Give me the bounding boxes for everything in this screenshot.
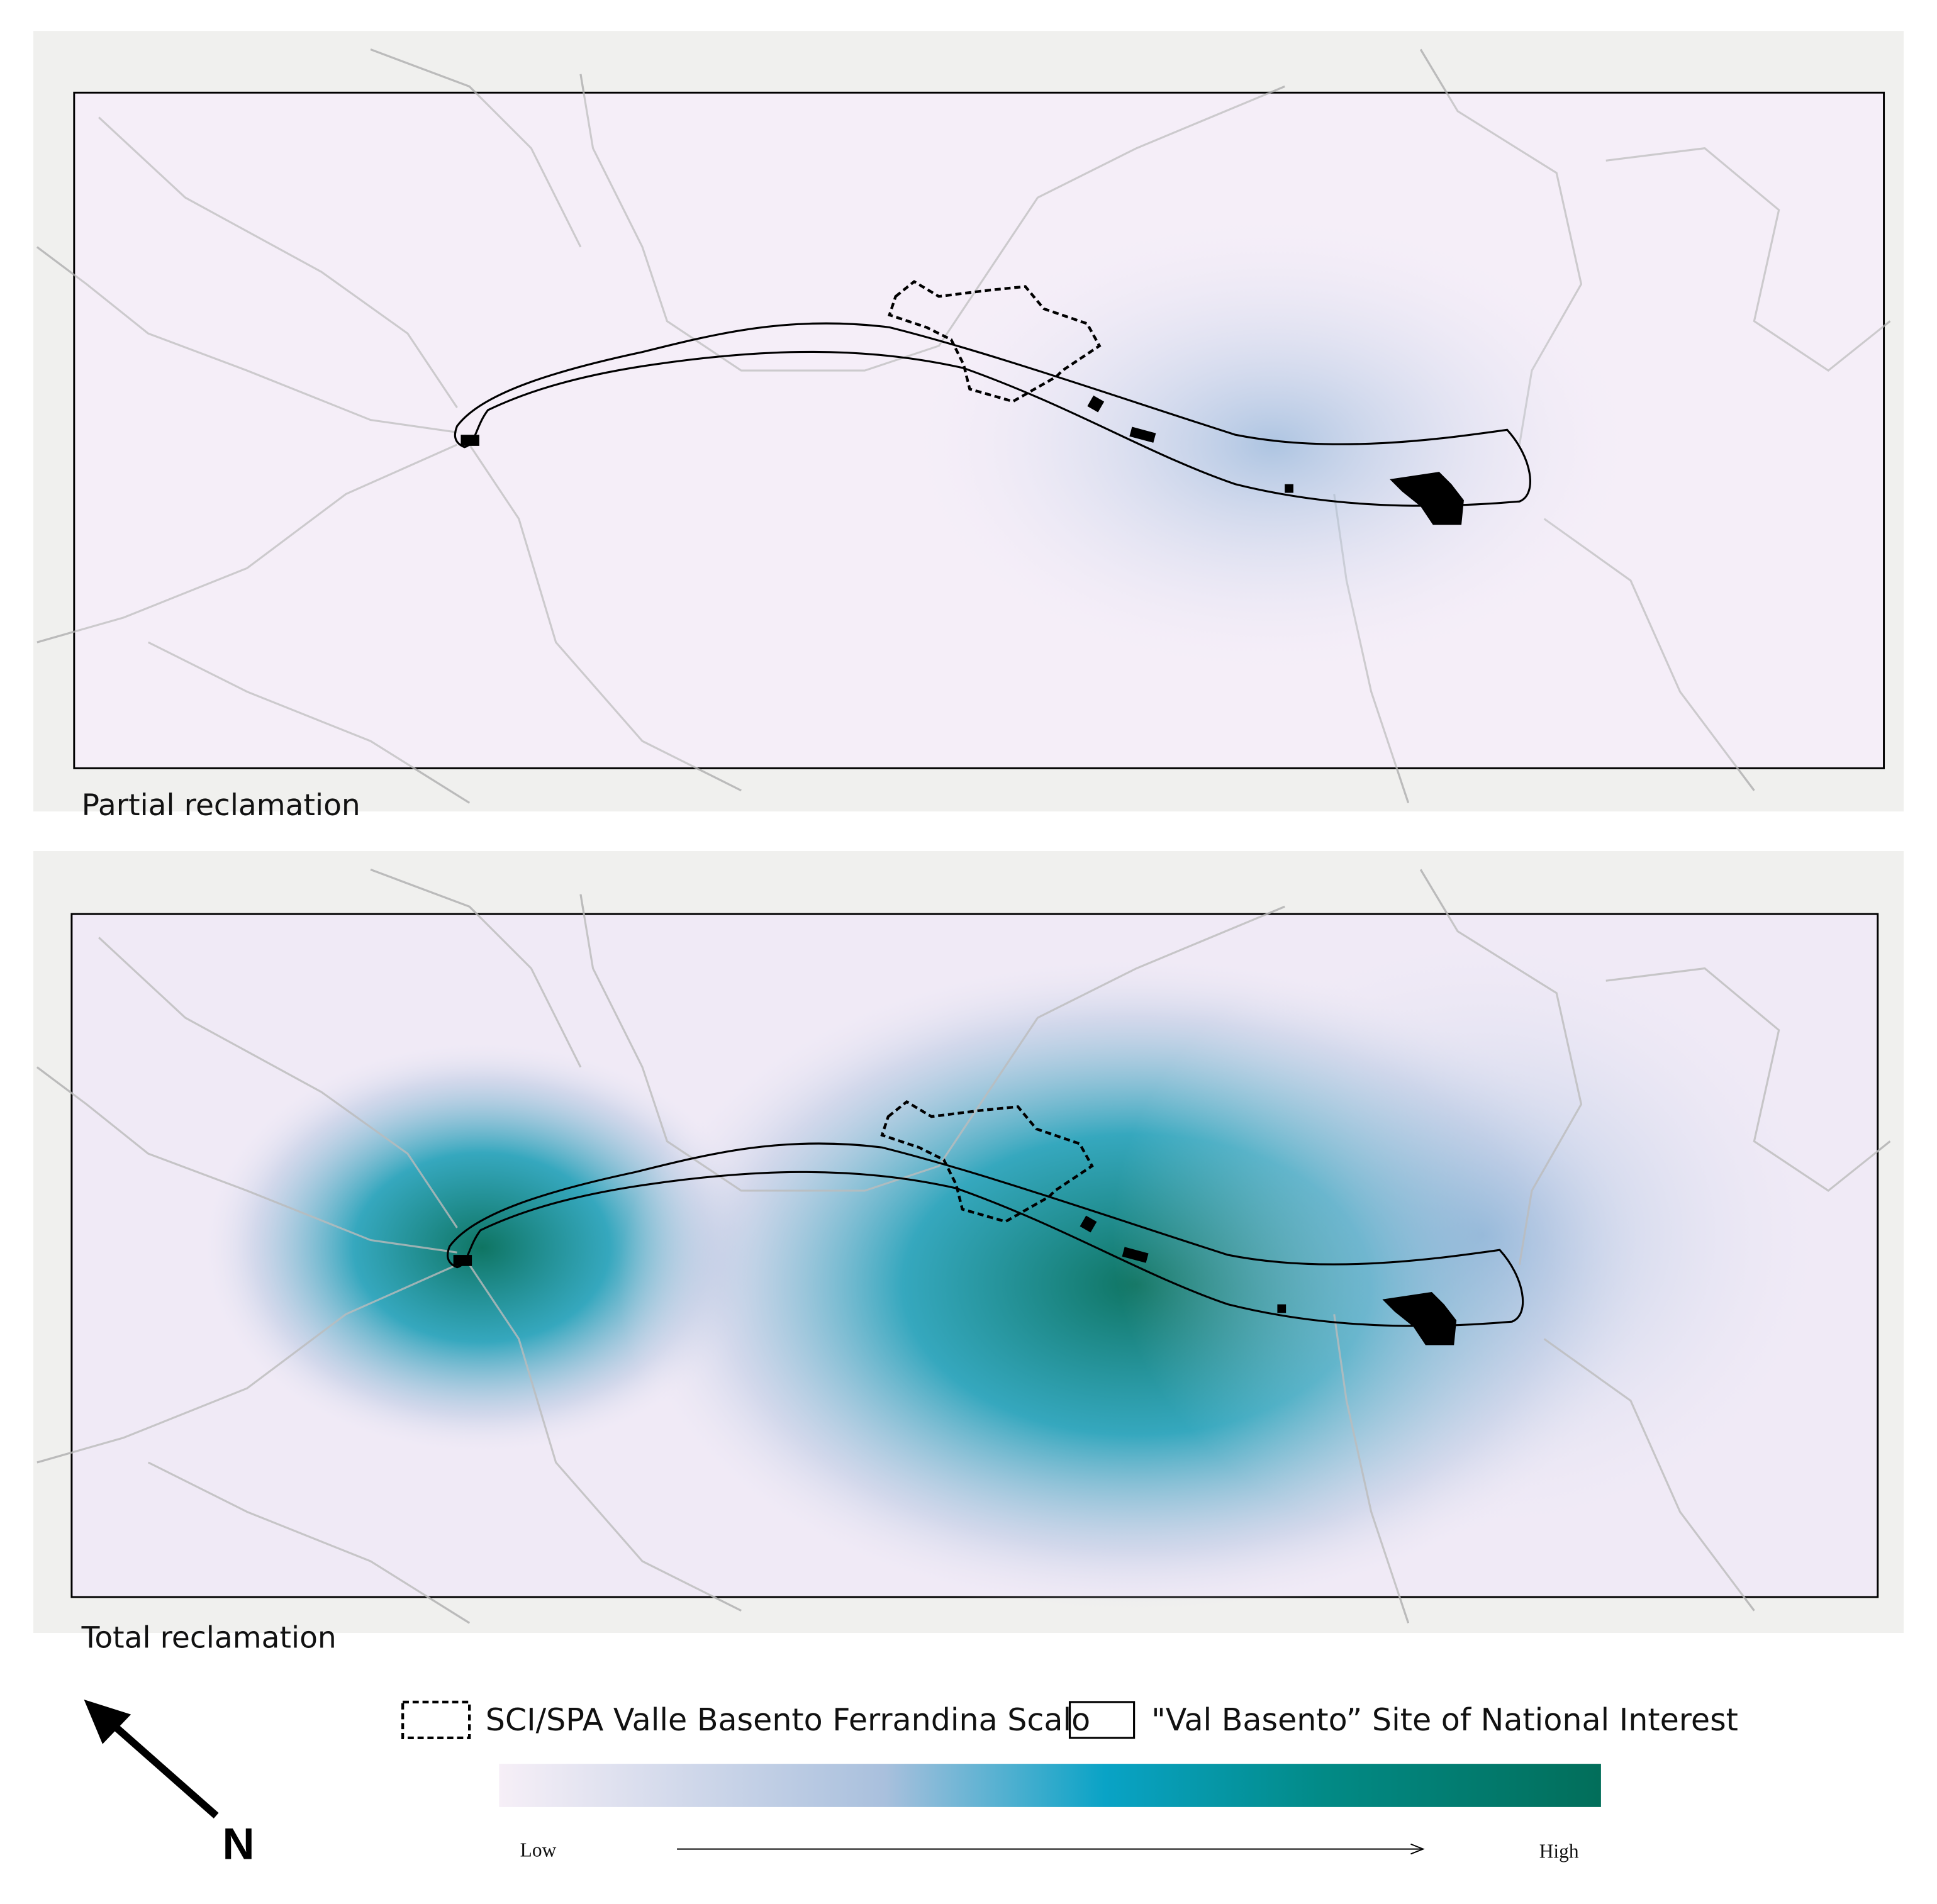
colorbar (499, 1764, 1601, 1807)
north-arrow-shaft (99, 1712, 219, 1819)
colorbar-arrowhead (1410, 1843, 1425, 1855)
legend-label: SCI/SPA Valle Basento Ferrandina Scalo (486, 1701, 1090, 1738)
map-panel (33, 31, 1904, 812)
map-panel (33, 850, 1904, 1633)
legend-label: "Val Basento” Site of National Interest (1151, 1701, 1738, 1738)
colorbar-low: Low (520, 1839, 557, 1861)
legend-swatch (1068, 1701, 1136, 1739)
legend-swatch (401, 1700, 471, 1740)
north-arrow-head (84, 1700, 131, 1744)
legend: SCI/SPA Valle Basento Ferrandina Scalo "… (401, 1700, 1738, 1862)
north-arrow: N (84, 1700, 255, 1868)
panel-label: Total reclamation (81, 1621, 337, 1656)
colorbar-high: High (1539, 1840, 1579, 1862)
panel-label: Partial reclamation (82, 788, 360, 823)
north-label: N (222, 1818, 254, 1868)
